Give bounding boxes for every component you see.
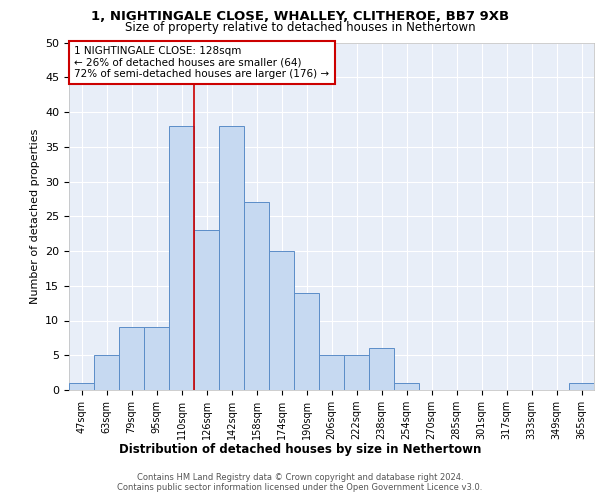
- Text: 1, NIGHTINGALE CLOSE, WHALLEY, CLITHEROE, BB7 9XB: 1, NIGHTINGALE CLOSE, WHALLEY, CLITHEROE…: [91, 10, 509, 23]
- Bar: [344, 355, 369, 390]
- Bar: [144, 328, 169, 390]
- Bar: [569, 383, 594, 390]
- Bar: [119, 328, 144, 390]
- Text: Size of property relative to detached houses in Nethertown: Size of property relative to detached ho…: [125, 21, 475, 34]
- Bar: [219, 126, 244, 390]
- Bar: [394, 383, 419, 390]
- Bar: [369, 348, 394, 390]
- Text: Contains HM Land Registry data © Crown copyright and database right 2024.: Contains HM Land Registry data © Crown c…: [137, 472, 463, 482]
- Bar: [194, 230, 219, 390]
- Bar: [269, 251, 294, 390]
- Bar: [294, 292, 319, 390]
- Bar: [169, 126, 194, 390]
- Y-axis label: Number of detached properties: Number of detached properties: [29, 128, 40, 304]
- Bar: [244, 202, 269, 390]
- Bar: [94, 355, 119, 390]
- Text: Distribution of detached houses by size in Nethertown: Distribution of detached houses by size …: [119, 442, 481, 456]
- Bar: [319, 355, 344, 390]
- Text: Contains public sector information licensed under the Open Government Licence v3: Contains public sector information licen…: [118, 484, 482, 492]
- Text: 1 NIGHTINGALE CLOSE: 128sqm
← 26% of detached houses are smaller (64)
72% of sem: 1 NIGHTINGALE CLOSE: 128sqm ← 26% of det…: [74, 46, 329, 79]
- Bar: [69, 383, 94, 390]
